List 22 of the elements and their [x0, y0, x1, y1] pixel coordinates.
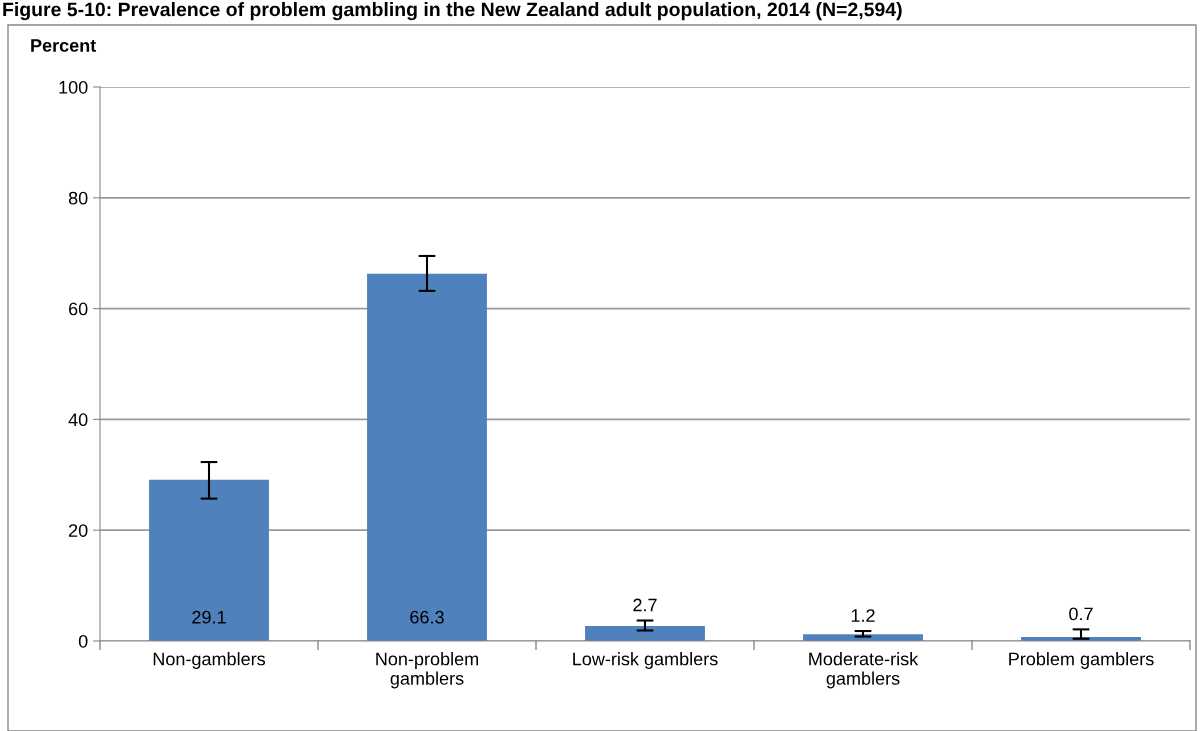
y-tick-label: 60 [69, 302, 88, 316]
x-tick-label: Non-gamblers [153, 652, 266, 669]
data-label: 29.1 [192, 610, 226, 624]
bar [149, 479, 269, 641]
chart-title: Figure 5-10: Prevalence of problem gambling in the New Zealand adult population, 2014 (N=2,594) [3, 2, 902, 21]
x-tick-label: Low-risk gamblers [573, 652, 718, 669]
y-axis-title: Percent [31, 39, 97, 52]
bar [585, 626, 705, 641]
y-tick-label: 0 [78, 634, 88, 648]
data-label: 0.7 [1069, 607, 1093, 621]
y-tick-label: 80 [68, 191, 88, 205]
x-tick-label: Non-problem gamblers [376, 652, 478, 689]
x-tick-label: Moderate-risk gamblers [809, 652, 919, 689]
data-label: 66.3 [410, 610, 444, 624]
bar [367, 273, 487, 641]
y-tick-label: 40 [68, 413, 88, 427]
y-tick-label: 100 [59, 80, 88, 94]
y-tick-label: 20 [69, 524, 88, 537]
data-label: 1.2 [851, 609, 875, 622]
x-tick-label: Problem gamblers [1009, 652, 1154, 669]
data-label: 2.7 [633, 598, 657, 612]
bar [803, 634, 923, 641]
